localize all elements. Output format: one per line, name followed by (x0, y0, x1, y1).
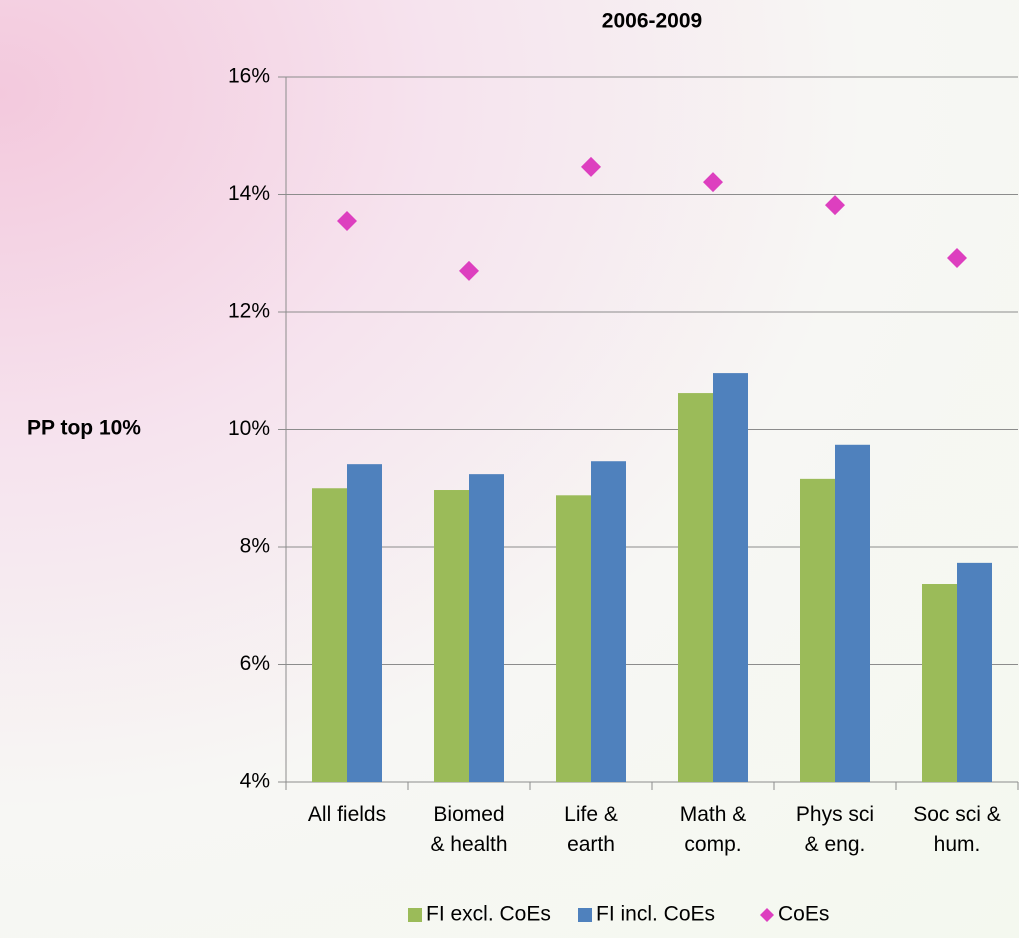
x-tick-label: Biomed & health (430, 803, 508, 856)
y-axis-label: PP top 10% (27, 417, 141, 440)
bar (434, 490, 469, 782)
x-tick-label: Phys sci & eng. (795, 803, 875, 856)
x-tick-label: All fields (307, 803, 387, 826)
bar (800, 478, 835, 782)
diamond-marker (703, 172, 723, 193)
bar (469, 474, 504, 782)
bar (678, 393, 713, 782)
x-tick-label: Life & earth (564, 803, 618, 856)
legend-label: CoEs (778, 903, 829, 926)
bar (713, 373, 748, 782)
legend-swatch (408, 908, 422, 922)
y-tick-label: 16% (228, 65, 270, 88)
diamond-marker (337, 210, 357, 231)
bar (591, 461, 626, 782)
bar (556, 495, 591, 782)
chart-title: 2006-2009 (602, 10, 702, 33)
diamond-marker (947, 247, 967, 268)
diamond-marker (825, 195, 845, 216)
y-tick-label: 12% (228, 300, 270, 323)
y-tick-label: 8% (240, 535, 270, 558)
diamond-marker (459, 260, 479, 281)
y-tick-label: 10% (228, 417, 270, 440)
legend-label: FI incl. CoEs (596, 903, 715, 926)
x-tick-label: Soc sci & hum. (913, 803, 1001, 856)
bar (835, 444, 870, 782)
y-tick-label: 14% (228, 182, 270, 205)
bar (922, 584, 957, 782)
legend-swatch (578, 908, 592, 922)
legend-label: FI excl. CoEs (426, 903, 551, 926)
y-tick-label: 4% (240, 770, 270, 793)
bar (312, 488, 347, 782)
bar (347, 464, 382, 782)
x-tick-label: Math & comp. (679, 803, 747, 856)
diamond-marker (581, 156, 601, 177)
y-tick-label: 6% (240, 652, 270, 675)
bar (957, 562, 992, 782)
legend-swatch (760, 908, 774, 922)
